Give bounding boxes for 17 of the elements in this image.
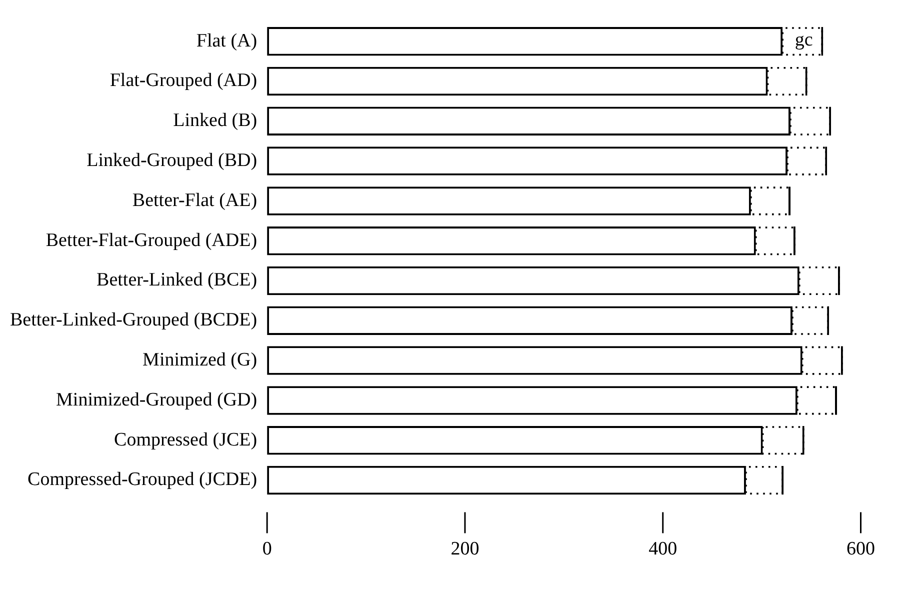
y-tick-label: Compressed-Grouped (JCDE) — [28, 469, 258, 490]
y-tick-label: Better-Flat (AE) — [132, 190, 258, 211]
y-tick-label: Linked-Grouped (BD) — [86, 150, 258, 172]
x-tick-label: 400 — [648, 538, 678, 560]
y-tick-label: Better-Linked (BCE) — [96, 270, 258, 291]
series-label: gc — [794, 29, 813, 50]
y-tick-label: Better-Flat-Grouped (ADE) — [46, 230, 258, 251]
y-tick-label: Minimized-Grouped (GD) — [56, 389, 258, 410]
y-tick-label: Minimized (G) — [142, 350, 258, 371]
y-tick-label: Flat (A) — [196, 30, 258, 52]
y-tick-label: Compressed (JCE) — [114, 429, 258, 450]
x-tick-label: 200 — [450, 538, 480, 560]
x-tick-label: 600 — [846, 538, 875, 560]
y-tick-label: Linked (B) — [173, 110, 258, 132]
y-tick-label: Better-Linked-Grouped (BCDE) — [10, 310, 258, 331]
x-tick-label: 0 — [262, 538, 272, 560]
y-tick-label: Flat-Grouped (AD) — [110, 70, 258, 92]
